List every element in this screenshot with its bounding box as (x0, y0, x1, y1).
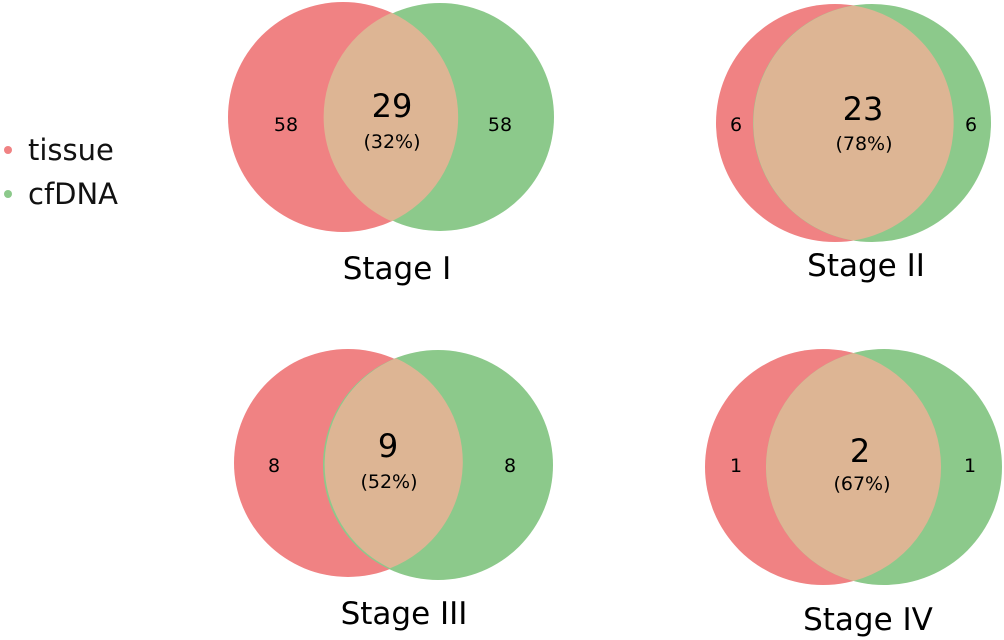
overlap-percent: (78%) (835, 133, 892, 155)
cfdna-only-count: 6 (965, 114, 977, 136)
tissue-dot-icon (4, 146, 12, 154)
cfdna-only-count: 58 (488, 114, 512, 136)
overlap-count: 23 (843, 90, 884, 128)
overlap-region (753, 5, 954, 241)
tissue-only-count: 8 (268, 455, 280, 477)
legend: tissue cfDNA (4, 128, 118, 216)
overlap-count: 2 (850, 432, 870, 470)
legend-label-cfdna: cfDNA (28, 176, 119, 211)
cfdna-only-count: 1 (964, 455, 976, 477)
overlap-count: 9 (378, 427, 398, 465)
venn-stage-2: 6 6 23 (78%) Stage II (716, 4, 991, 284)
overlap-percent: (32%) (363, 131, 420, 153)
cfdna-only-count: 8 (504, 455, 516, 477)
overlap-percent: (52%) (360, 471, 417, 493)
cfdna-dot-icon (4, 190, 12, 198)
legend-item-tissue: tissue (4, 128, 118, 172)
tissue-only-count: 6 (730, 114, 742, 136)
venn-stage-1: 58 58 29 (32%) Stage I (228, 2, 554, 287)
tissue-only-count: 58 (274, 114, 298, 136)
stage-label: Stage II (807, 248, 925, 284)
overlap-region (324, 358, 463, 569)
legend-item-cfdna: cfDNA (4, 172, 118, 216)
venn-stage-3: 8 8 9 (52%) Stage III (234, 349, 553, 632)
overlap-region (765, 353, 942, 581)
overlap-count: 29 (372, 87, 413, 125)
overlap-region (323, 12, 459, 222)
legend-label-tissue: tissue (28, 132, 114, 167)
stage-label: Stage III (341, 596, 468, 632)
venn-stage-4: 1 1 2 (67%) Stage IV (705, 349, 1002, 638)
stage-label: Stage IV (803, 602, 933, 638)
overlap-percent: (67%) (833, 473, 890, 495)
stage-label: Stage I (343, 251, 452, 287)
tissue-only-count: 1 (730, 455, 742, 477)
